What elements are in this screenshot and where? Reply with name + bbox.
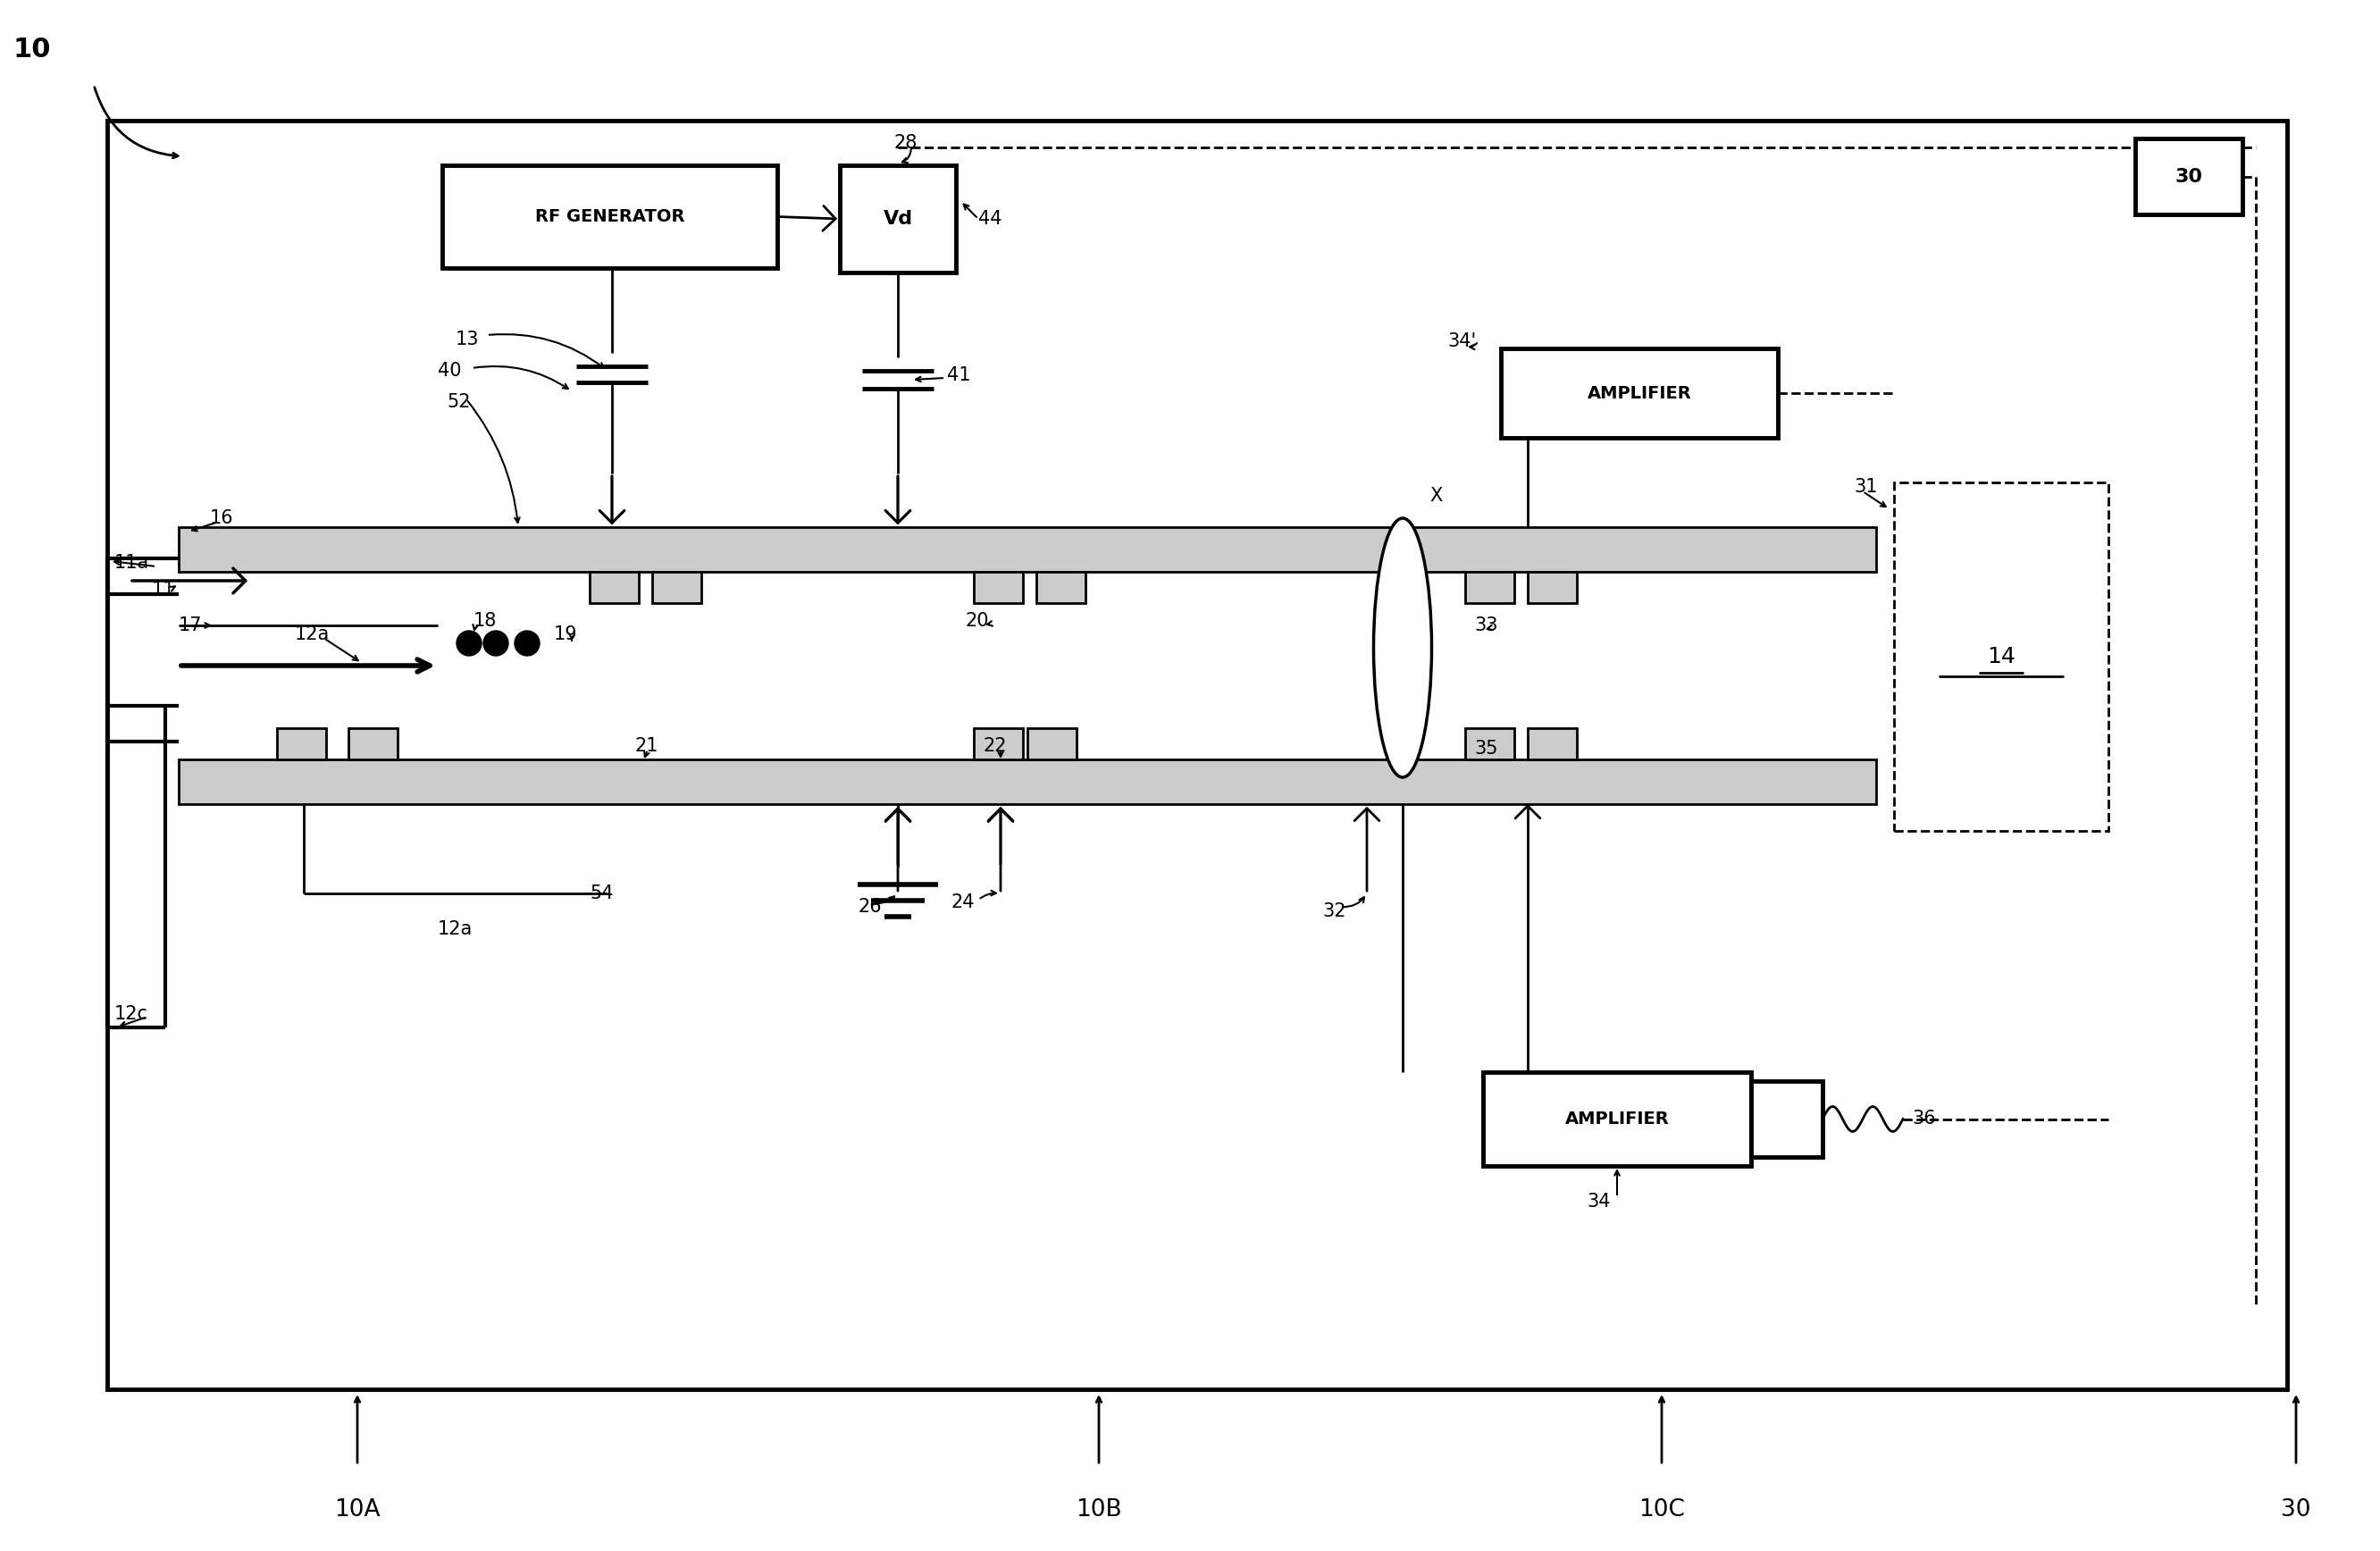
FancyBboxPatch shape — [1483, 1072, 1752, 1166]
Text: 12c: 12c — [114, 1005, 148, 1024]
FancyBboxPatch shape — [1528, 727, 1578, 760]
Text: 32: 32 — [1323, 903, 1347, 920]
Text: 34: 34 — [1587, 1193, 1611, 1211]
Text: 10C: 10C — [1637, 1498, 1685, 1522]
FancyBboxPatch shape — [347, 727, 397, 760]
Text: 26: 26 — [857, 898, 881, 915]
FancyBboxPatch shape — [652, 572, 702, 603]
Text: 33: 33 — [1473, 616, 1497, 634]
FancyBboxPatch shape — [973, 727, 1023, 760]
Text: RF GENERATOR: RF GENERATOR — [536, 208, 685, 225]
Text: 36: 36 — [1911, 1111, 1935, 1128]
Text: 35: 35 — [1473, 740, 1497, 757]
FancyBboxPatch shape — [590, 572, 638, 603]
Text: 16: 16 — [209, 509, 233, 527]
Circle shape — [514, 631, 540, 656]
FancyBboxPatch shape — [1035, 572, 1085, 603]
Text: 20: 20 — [964, 613, 988, 630]
FancyBboxPatch shape — [1028, 727, 1076, 760]
Text: 10B: 10B — [1076, 1498, 1121, 1522]
FancyBboxPatch shape — [1528, 572, 1578, 603]
Text: 13: 13 — [455, 330, 478, 349]
Text: AMPLIFIER: AMPLIFIER — [1566, 1111, 1668, 1128]
FancyBboxPatch shape — [1466, 572, 1514, 603]
FancyBboxPatch shape — [178, 527, 1875, 572]
Text: 12a: 12a — [295, 625, 331, 644]
FancyBboxPatch shape — [840, 166, 957, 273]
Circle shape — [483, 631, 509, 656]
FancyBboxPatch shape — [1466, 727, 1514, 760]
Text: 28: 28 — [892, 133, 916, 152]
FancyBboxPatch shape — [178, 760, 1875, 803]
Text: 34': 34' — [1447, 332, 1476, 351]
Text: 21: 21 — [635, 737, 657, 755]
FancyBboxPatch shape — [107, 121, 2287, 1390]
Text: 10A: 10A — [333, 1498, 381, 1522]
Text: 17: 17 — [178, 616, 202, 634]
FancyBboxPatch shape — [1894, 482, 2109, 831]
Text: 11: 11 — [152, 580, 176, 599]
Text: Vd: Vd — [883, 209, 912, 228]
Text: 40: 40 — [438, 361, 462, 380]
Text: 19: 19 — [555, 625, 578, 644]
Text: 30: 30 — [2280, 1498, 2311, 1522]
Text: 18: 18 — [474, 613, 497, 630]
Ellipse shape — [1373, 518, 1433, 777]
FancyBboxPatch shape — [1752, 1081, 1823, 1157]
Text: AMPLIFIER: AMPLIFIER — [1587, 385, 1692, 402]
Text: 14: 14 — [1987, 645, 2016, 667]
Text: 12a: 12a — [438, 920, 474, 938]
FancyBboxPatch shape — [443, 166, 778, 268]
Text: 31: 31 — [1854, 478, 1878, 496]
Text: 30: 30 — [2175, 168, 2202, 186]
Circle shape — [457, 631, 481, 656]
FancyBboxPatch shape — [973, 572, 1023, 603]
Text: 44: 44 — [978, 209, 1002, 228]
Text: 22: 22 — [983, 737, 1007, 755]
Text: 24: 24 — [952, 893, 976, 912]
FancyBboxPatch shape — [276, 727, 326, 760]
Text: X: X — [1430, 487, 1442, 504]
Text: 52: 52 — [447, 392, 471, 411]
FancyBboxPatch shape — [2135, 138, 2242, 214]
Text: 10: 10 — [14, 36, 52, 62]
FancyBboxPatch shape — [1502, 349, 1778, 437]
Text: 41: 41 — [947, 366, 971, 385]
Text: 54: 54 — [590, 884, 614, 903]
Text: 11a: 11a — [114, 554, 150, 572]
